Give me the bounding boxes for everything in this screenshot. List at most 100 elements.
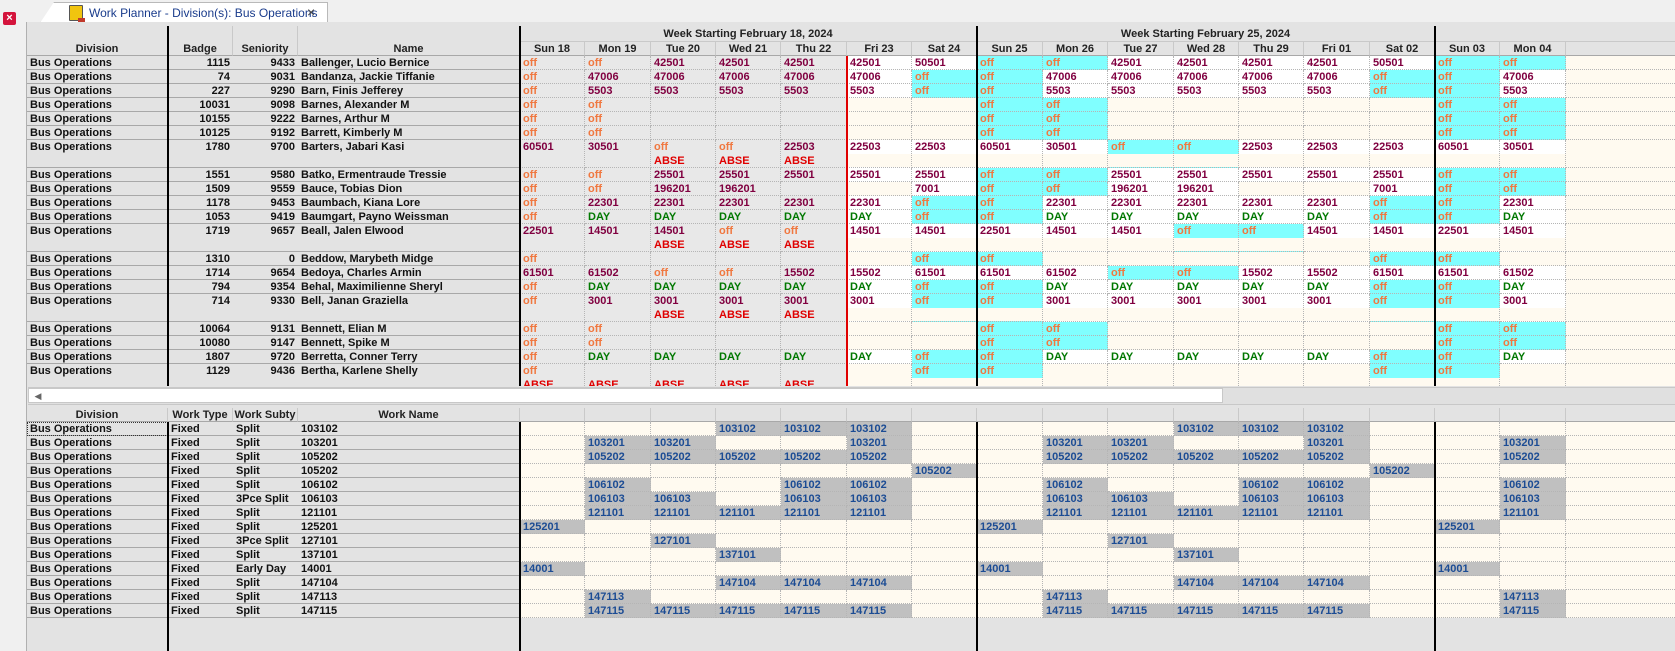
schedule-cell[interactable]: 3001 — [585, 294, 651, 322]
schedule-cell[interactable] — [1108, 126, 1174, 140]
assignment-cell[interactable] — [977, 604, 1043, 618]
assignment-cell[interactable] — [585, 562, 651, 576]
schedule-cell[interactable] — [1566, 140, 1675, 168]
schedule-cell[interactable]: 196201 — [716, 182, 781, 196]
schedule-cell[interactable]: off — [912, 84, 977, 98]
schedule-cell[interactable]: 14501 — [912, 224, 977, 252]
assignment-cell[interactable] — [1500, 464, 1566, 478]
schedule-cell[interactable]: 22501 — [520, 224, 585, 252]
schedule-cell[interactable]: 14501 — [1304, 224, 1370, 252]
assignment-cell[interactable] — [977, 492, 1043, 506]
schedule-cell[interactable]: off — [912, 210, 977, 224]
schedule-cell[interactable]: off — [977, 294, 1043, 322]
assignment-cell[interactable] — [716, 534, 781, 548]
schedule-cell[interactable] — [1174, 98, 1239, 112]
assignment-cell[interactable] — [1370, 450, 1435, 464]
assignment-cell[interactable] — [1500, 422, 1566, 436]
schedule-cell[interactable] — [1174, 364, 1239, 386]
close-x-icon[interactable]: × — [3, 12, 16, 25]
assignment-cell[interactable] — [585, 534, 651, 548]
scroll-left-arrow-icon[interactable]: ◀ — [34, 391, 42, 401]
assignment-cell[interactable]: 106103 — [1043, 492, 1108, 506]
assignment-cell[interactable] — [1566, 576, 1675, 590]
schedule-cell[interactable]: off — [1435, 112, 1500, 126]
assignment-cell[interactable]: 106103 — [1239, 492, 1304, 506]
assignment-cell[interactable] — [1566, 590, 1675, 604]
assignment-cell[interactable] — [585, 520, 651, 534]
schedule-cell[interactable]: off — [520, 294, 585, 322]
day-header[interactable]: Wed 21 — [716, 42, 781, 56]
assignment-cell[interactable]: 105202 — [847, 450, 912, 464]
schedule-cell[interactable]: 22301 — [1239, 196, 1304, 210]
assignment-cell[interactable] — [977, 534, 1043, 548]
schedule-cell[interactable]: 3001 ABSE — [716, 294, 781, 322]
schedule-cell[interactable]: 47006 — [847, 70, 912, 84]
schedule-cell[interactable]: 42501 — [1174, 56, 1239, 70]
day-header[interactable]: Sun 18 — [520, 42, 585, 56]
assignment-cell[interactable] — [1239, 562, 1304, 576]
schedule-cell[interactable]: off — [1435, 350, 1500, 364]
schedule-cell[interactable]: off — [585, 126, 651, 140]
schedule-cell[interactable]: 42501 — [1108, 56, 1174, 70]
schedule-cell[interactable] — [716, 98, 781, 112]
schedule-cell[interactable] — [847, 98, 912, 112]
assignment-cell[interactable]: 147115 — [1174, 604, 1239, 618]
assignment-cell[interactable] — [1435, 548, 1500, 562]
schedule-cell[interactable]: DAY — [781, 350, 847, 364]
schedule-cell[interactable]: off — [1435, 182, 1500, 196]
schedule-cell[interactable]: 5503 — [847, 84, 912, 98]
assignment-cell[interactable]: 105202 — [1370, 464, 1435, 478]
assignment-cell[interactable] — [1239, 464, 1304, 478]
schedule-cell[interactable]: 5503 — [1239, 84, 1304, 98]
schedule-cell[interactable] — [847, 126, 912, 140]
schedule-cell[interactable]: 22501 — [977, 224, 1043, 252]
assignment-cell[interactable] — [912, 604, 977, 618]
schedule-cell[interactable]: 47006 — [1239, 70, 1304, 84]
schedule-cell[interactable]: 5503 — [1174, 84, 1239, 98]
schedule-cell[interactable]: 61501 — [520, 266, 585, 280]
assignment-cell[interactable] — [520, 506, 585, 520]
assignment-cell[interactable] — [912, 576, 977, 590]
schedule-cell[interactable]: off — [977, 210, 1043, 224]
schedule-cell[interactable]: off — [585, 98, 651, 112]
schedule-cell[interactable] — [1304, 126, 1370, 140]
schedule-cell[interactable]: off — [977, 112, 1043, 126]
schedule-cell[interactable]: 5503 — [651, 84, 716, 98]
schedule-cell[interactable]: off — [1435, 336, 1500, 350]
assignment-cell[interactable] — [1043, 576, 1108, 590]
schedule-cell[interactable] — [1566, 56, 1675, 70]
schedule-cell[interactable]: off — [1239, 224, 1304, 252]
schedule-cell[interactable]: off — [977, 252, 1043, 266]
schedule-cell[interactable] — [1108, 322, 1174, 336]
assignment-cell[interactable]: 103201 — [847, 436, 912, 450]
schedule-cell[interactable]: off — [520, 210, 585, 224]
schedule-cell[interactable] — [1108, 252, 1174, 266]
schedule-cell[interactable]: off — [977, 280, 1043, 294]
schedule-cell[interactable]: 3001 ABSE — [651, 294, 716, 322]
schedule-cell[interactable]: 42501 — [651, 56, 716, 70]
schedule-cell[interactable]: 60501 — [977, 140, 1043, 168]
schedule-cell[interactable]: off — [1500, 56, 1566, 70]
schedule-cell[interactable] — [1239, 182, 1304, 196]
assignment-cell[interactable]: 105202 — [1108, 450, 1174, 464]
schedule-cell[interactable] — [781, 336, 847, 350]
assignment-cell[interactable] — [847, 548, 912, 562]
schedule-cell[interactable]: off — [651, 266, 716, 280]
assignment-cell[interactable] — [651, 464, 716, 478]
column-header-work-subty[interactable]: Work Subty — [233, 408, 298, 422]
schedule-cell[interactable]: ABSE — [585, 364, 651, 386]
schedule-cell[interactable] — [716, 112, 781, 126]
schedule-cell[interactable]: off — [912, 364, 977, 386]
column-header-division[interactable]: Division — [27, 408, 168, 422]
assignment-cell[interactable]: 105202 — [912, 464, 977, 478]
schedule-cell[interactable] — [1304, 98, 1370, 112]
schedule-cell[interactable]: 25501 — [781, 168, 847, 182]
schedule-cell[interactable]: off — [1108, 140, 1174, 168]
assignment-cell[interactable]: 121101 — [1174, 506, 1239, 520]
schedule-cell[interactable]: ABSE — [781, 364, 847, 386]
schedule-cell[interactable] — [1566, 196, 1675, 210]
assignment-cell[interactable] — [1370, 562, 1435, 576]
assignment-cell[interactable] — [1174, 478, 1239, 492]
schedule-cell[interactable]: 25501 — [912, 168, 977, 182]
assignment-cell[interactable] — [1566, 478, 1675, 492]
